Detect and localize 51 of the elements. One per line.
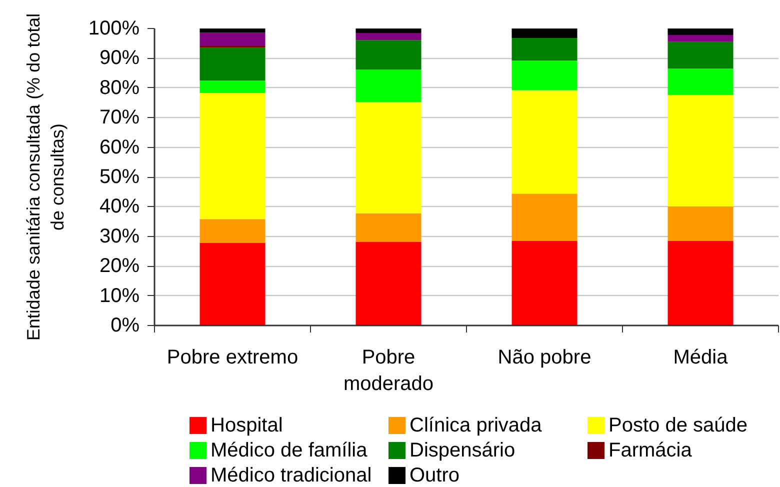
bar [668,42,734,69]
y-tick-label: 30% [99,225,140,248]
y-tick-label: 90% [99,47,140,70]
bar [512,90,578,194]
x-tick-label: Não pobre [498,346,592,368]
bar [200,80,266,93]
bar [668,206,734,241]
bar [512,194,578,241]
legend-label: Dispensário [410,440,516,462]
bar [356,102,422,214]
bar [200,242,266,326]
legend-label: Médico tradicional [210,464,372,486]
y-tick-label: 10% [99,284,140,307]
legend-label: Posto de saúde [608,414,748,436]
x-tick-label: Média [673,346,729,368]
bar [356,32,422,40]
bar [512,60,578,90]
bar [356,213,422,242]
bar [512,240,578,326]
y-tick-label: 50% [99,166,140,188]
y-tick-label: 80% [99,76,140,99]
bar [668,95,734,206]
y-tick-label: 70% [99,106,140,129]
legend-label: Hospital [210,414,283,436]
bar [668,35,734,42]
bar [200,28,266,33]
bar [668,68,734,96]
legend-label: Médico de família [210,440,368,462]
bar [668,28,734,36]
legend-label: Outro [410,464,460,486]
bar [512,38,578,61]
y-axis-title: Entidade sanitária consultada (% do total de consultas) [23,13,68,341]
bar [356,69,422,102]
bar [200,48,266,80]
x-tick-label: Pobre extremo [166,346,298,368]
y-tick-label: 20% [99,255,140,278]
bar [356,242,422,326]
bar [356,28,422,33]
y-tick-label: 0% [110,314,140,336]
y-tick-label: 40% [99,196,140,218]
bar [200,32,266,46]
y-tick-label: 60% [99,136,140,158]
bar [200,92,266,220]
y-tick-label: 100% [88,18,140,40]
x-tick-label: Pobre moderado [343,346,434,395]
bar [512,28,578,38]
bar [200,219,266,243]
bar [356,40,422,70]
bar [668,240,734,326]
legend-label: Farmácia [608,440,693,462]
legend-label: Clínica privada [410,414,543,436]
